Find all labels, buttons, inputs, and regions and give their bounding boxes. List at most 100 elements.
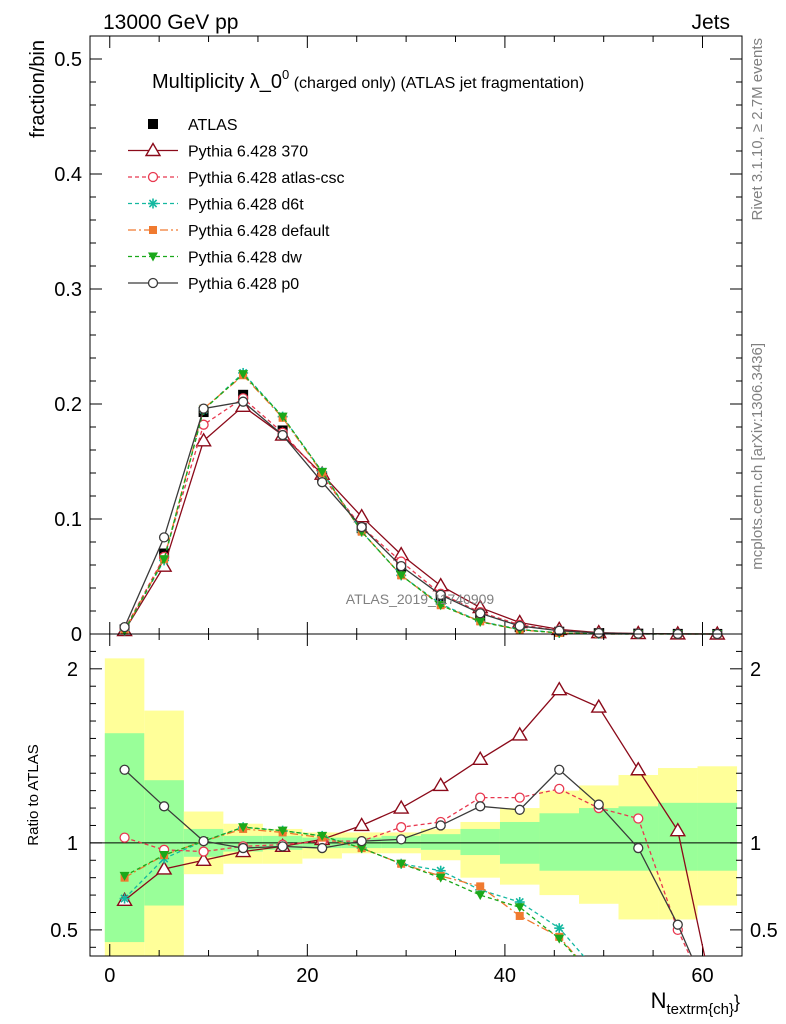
- ratio-data-point: [317, 831, 328, 841]
- ratio-xtick-label: 60: [691, 965, 713, 987]
- ratio-ytick-label: 0.5: [50, 920, 78, 942]
- header-right: Jets: [691, 11, 730, 34]
- main-data-point: [198, 403, 209, 414]
- ratio-data-point: [554, 783, 565, 795]
- legend-entry: Pythia 6.428 d6t: [128, 197, 304, 214]
- ratio-data-point: [590, 698, 607, 713]
- legend-label: Pythia 6.428 atlas-csc: [188, 170, 345, 187]
- ratio-ytick-label-right: 2: [750, 659, 761, 681]
- main-data-point: [593, 627, 604, 639]
- legend-marker: [147, 171, 159, 183]
- main-ytick-label: 0.3: [54, 279, 82, 301]
- uncertainty-band-inner: [420, 834, 461, 850]
- ratio-data-point: [158, 801, 170, 812]
- ratio-data-point: [356, 835, 367, 847]
- ratio-data-point: [392, 799, 410, 814]
- ratio-data-point: [119, 764, 130, 775]
- ratio-data-point: [195, 851, 212, 866]
- ratio-xtick-label: 20: [296, 965, 318, 987]
- ratio-data-point: [633, 842, 644, 854]
- ratio-data-point: [155, 860, 173, 875]
- main-data-point: [277, 412, 288, 422]
- ratio-data-point: [554, 934, 565, 944]
- ratio-ytick-label-right: 0.5: [750, 920, 778, 942]
- ratio-panel: 0.5 0.51 12 20 20 40 60: [50, 633, 778, 987]
- ratio-data-point: [672, 919, 683, 930]
- main-data-point: [195, 432, 212, 447]
- ratio-data-point: [396, 859, 407, 869]
- ratio-data-point: [554, 923, 565, 934]
- legend-marker: [148, 198, 158, 209]
- ratio-series-line: [124, 826, 576, 956]
- legend-label: Pythia 6.428 default: [188, 223, 330, 240]
- ratio-data-point: [237, 842, 249, 854]
- main-series-line: [123, 401, 718, 635]
- main-data-point: [353, 508, 370, 523]
- ratio-data-point: [432, 777, 449, 792]
- x-axis-label: Ntextrm{ch}}: [651, 988, 740, 1018]
- chart-title: Multiplicity λ_00 (charged only) (ATLAS …: [152, 67, 584, 93]
- main-ytick-label: 0.2: [54, 394, 82, 416]
- ratio-xtick-label: 0: [104, 965, 115, 987]
- legend-marker: [149, 226, 157, 234]
- ratio-data-point: [238, 823, 249, 833]
- legend-entry: Pythia 6.428 370: [128, 142, 308, 161]
- main-data-point: [237, 396, 249, 407]
- ratio-data-point: [159, 851, 170, 861]
- ratio-series-line: [124, 768, 693, 956]
- ratio-data-point: [356, 844, 367, 854]
- legend-label: Pythia 6.428 dw: [188, 250, 302, 267]
- ratio-data-point: [511, 726, 528, 741]
- legend: ATLAS Pythia 6.428 370 Pythia 6.428 atlas-…: [128, 117, 345, 293]
- ratio-series-line: [124, 688, 706, 956]
- legend-entry: Pythia 6.428 atlas-csc: [128, 170, 345, 187]
- legend-marker: [147, 277, 159, 289]
- main-data-point: [435, 589, 446, 601]
- main-data-point: [475, 617, 486, 627]
- ratio-data-point: [471, 750, 489, 766]
- ratio-data-point: [277, 841, 288, 852]
- main-ytick-label: 0.5: [54, 49, 82, 71]
- chart-title-main: Multiplicity λ_0: [152, 71, 282, 93]
- main-data-point: [158, 532, 170, 543]
- ratio-data-point: [551, 681, 568, 696]
- header-left: 13000 GeV pp: [103, 11, 238, 34]
- main-data-point: [514, 620, 525, 632]
- ratio-data-point: [476, 882, 485, 891]
- main-ylabel: fraction/bin: [27, 40, 49, 138]
- ratio-data-point: [198, 835, 209, 847]
- legend-label: Pythia 6.428 p0: [188, 276, 299, 293]
- ratio-data-point: [396, 822, 407, 833]
- main-data-point: [435, 601, 446, 611]
- x-axis-label-close: }: [734, 992, 740, 1012]
- ratio-data-point: [119, 893, 130, 904]
- main-data-point: [396, 571, 407, 581]
- chart-title-rest: (charged only) (ATLAS jet fragmentation): [289, 75, 584, 92]
- ratio-data-point: [633, 813, 644, 824]
- ratio-data-point: [554, 764, 565, 775]
- ratio-data-point: [669, 822, 687, 837]
- rivet-label: Rivet 3.1.10, ≥ 2.7M events: [749, 38, 766, 221]
- ratio-data-point: [515, 911, 524, 920]
- ratio-data-point: [475, 891, 486, 901]
- ratio-data-point: [630, 761, 647, 776]
- legend-entry: Pythia 6.428 default: [128, 223, 330, 240]
- ratio-series-line: [124, 828, 577, 956]
- main-data-point: [238, 370, 249, 380]
- ratio-data-point: [317, 842, 328, 854]
- ratio-data-point: [119, 871, 130, 881]
- main-data-point: [119, 621, 130, 633]
- main-data-point: [554, 625, 565, 636]
- ratio-series-5: [119, 764, 693, 956]
- ratio-series-4: [119, 823, 576, 956]
- main-data-point: [317, 477, 328, 488]
- uncertainty-band-inner: [539, 813, 579, 871]
- uncertainty-band-inner: [460, 828, 500, 856]
- main-series-6: [119, 396, 723, 640]
- legend-entry: Pythia 6.428 p0: [128, 276, 299, 293]
- ratio-data-point: [475, 792, 486, 803]
- uncertainty-band-inner: [658, 802, 698, 871]
- ratio-data-point: [435, 820, 446, 831]
- analysis-watermark: ATLAS_2019_I1740909: [346, 591, 495, 607]
